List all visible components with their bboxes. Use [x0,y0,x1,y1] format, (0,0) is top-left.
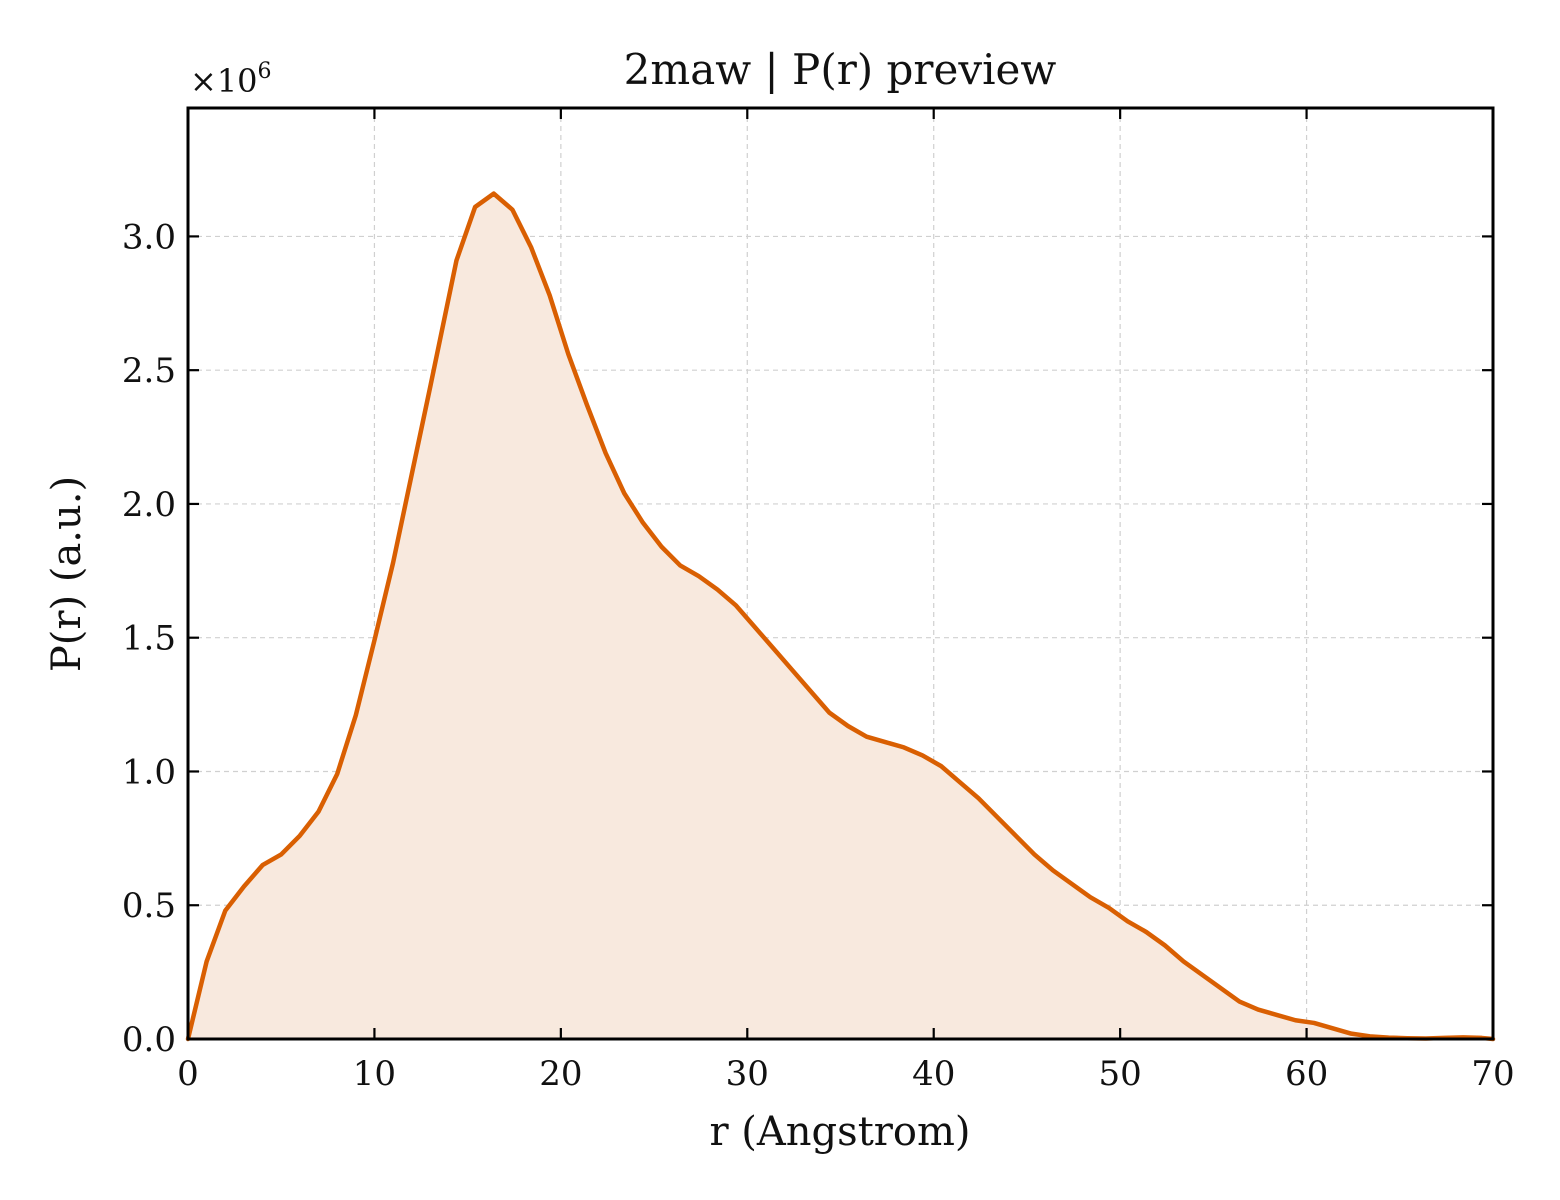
y-multiplier-base: ×10 [190,62,258,100]
y-multiplier: ×106 [190,59,272,100]
y-tick-label: 0.5 [122,886,176,926]
y-tick-label: 2.0 [122,485,176,525]
y-tick-label: 2.5 [122,351,176,391]
x-tick-label: 70 [1471,1054,1514,1094]
chart-title: 2maw | P(r) preview [624,45,1057,94]
x-tick-label: 60 [1285,1054,1328,1094]
tick-labels: 0 10 20 30 40 50 60 70 0.0 0.5 1.0 1.5 2.0 2.5 3.0 [122,217,1515,1094]
x-tick-label: 50 [1099,1054,1142,1094]
y-tick-label: 0.0 [122,1020,176,1060]
y-tick-label: 1.5 [122,619,176,659]
y-multiplier-exponent: 6 [258,59,272,84]
x-tick-label: 40 [912,1054,955,1094]
x-tick-label: 0 [177,1054,199,1094]
x-tick-label: 10 [353,1054,396,1094]
plot-frame [186,106,1495,1041]
y-tick-label: 1.0 [122,752,176,792]
x-axis-label: r (Angstrom) [709,1109,970,1155]
y-tick-label: 3.0 [122,217,176,257]
x-tick-label: 30 [726,1054,769,1094]
y-axis-label: P(r) (a.u.) [44,476,90,672]
x-tick-label: 20 [539,1054,582,1094]
pr-curve-line [185,191,1496,1042]
pr-area-fill [188,193,1493,1040]
